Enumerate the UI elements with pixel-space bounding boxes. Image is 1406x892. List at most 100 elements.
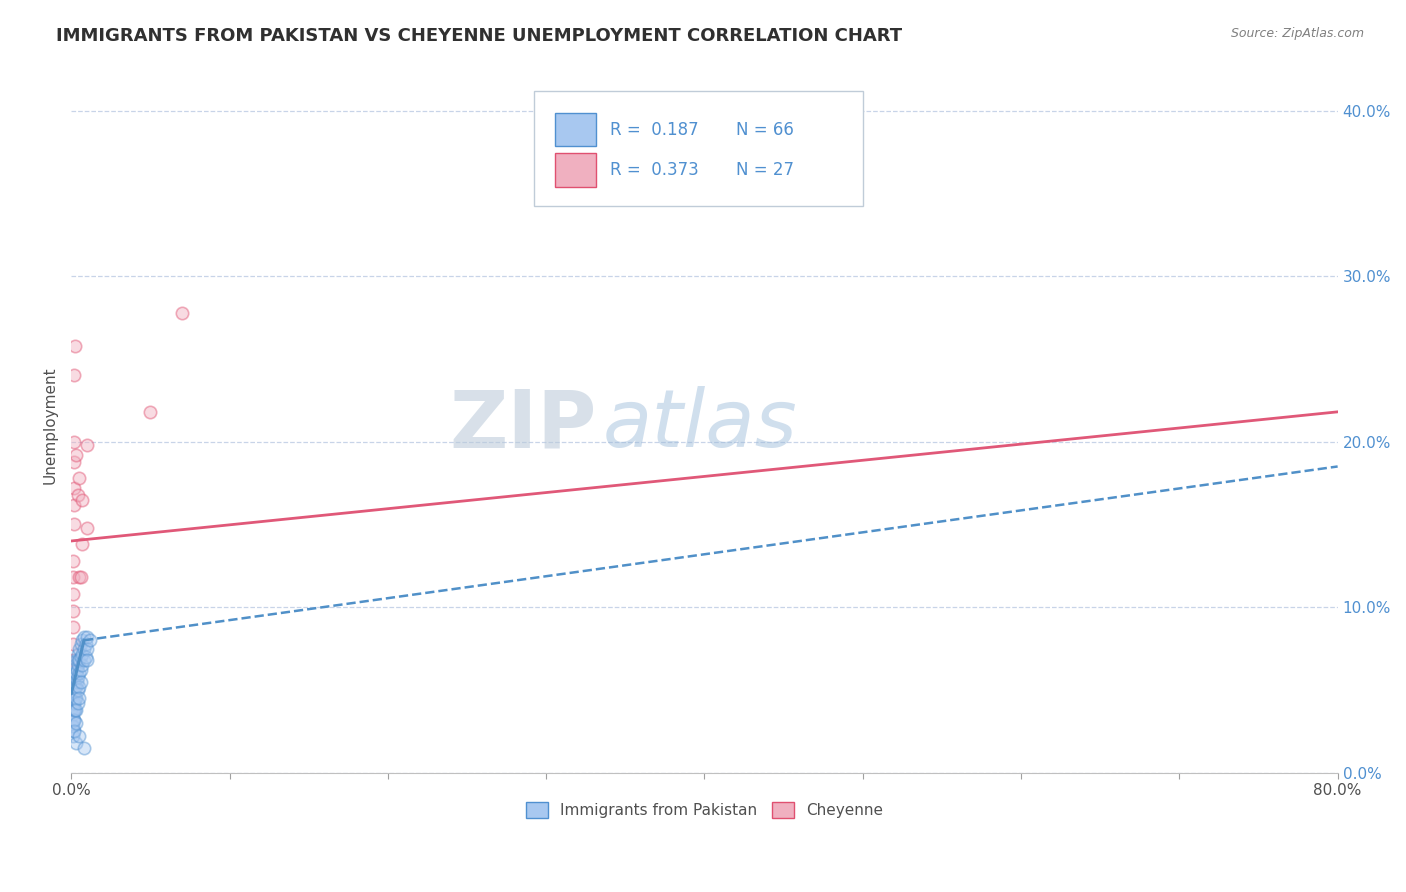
Text: R =  0.187: R = 0.187	[610, 120, 699, 138]
Point	[66, 663, 89, 677]
Point	[76, 438, 98, 452]
Point	[73, 740, 96, 755]
Point	[67, 680, 90, 694]
Point	[72, 647, 94, 661]
Point	[66, 683, 89, 698]
Point	[60, 719, 83, 733]
Point	[63, 713, 86, 727]
Point	[62, 729, 84, 743]
Point	[72, 492, 94, 507]
Point	[65, 338, 87, 352]
Point	[62, 686, 84, 700]
Point	[60, 696, 83, 710]
Point	[65, 691, 87, 706]
Point	[62, 713, 84, 727]
Point	[62, 703, 84, 717]
FancyBboxPatch shape	[555, 153, 596, 186]
Point	[172, 305, 194, 319]
Point	[69, 663, 91, 677]
Point	[67, 691, 90, 706]
Point	[60, 686, 83, 700]
Point	[67, 729, 90, 743]
Point	[67, 641, 90, 656]
Point	[67, 570, 90, 584]
Point	[60, 703, 83, 717]
Point	[66, 647, 89, 661]
Point	[63, 666, 86, 681]
Point	[62, 620, 84, 634]
Point	[63, 724, 86, 739]
Point	[63, 674, 86, 689]
Point	[63, 696, 86, 710]
Point	[62, 653, 84, 667]
Point	[63, 368, 86, 383]
Text: Source: ZipAtlas.com: Source: ZipAtlas.com	[1230, 27, 1364, 40]
Point	[73, 630, 96, 644]
Y-axis label: Unemployment: Unemployment	[44, 367, 58, 483]
Point	[65, 691, 87, 706]
Point	[62, 713, 84, 727]
Point	[67, 653, 90, 667]
Point	[63, 454, 86, 468]
Point	[62, 570, 84, 584]
Point	[62, 674, 84, 689]
Text: R =  0.373: R = 0.373	[610, 161, 699, 179]
Point	[75, 649, 97, 664]
Point	[62, 603, 84, 617]
Point	[65, 736, 87, 750]
Point	[65, 680, 87, 694]
Point	[65, 666, 87, 681]
Point	[66, 670, 89, 684]
Point	[63, 434, 86, 449]
Point	[62, 637, 84, 651]
Text: ZIP: ZIP	[450, 386, 596, 464]
Point	[65, 703, 87, 717]
Point	[139, 405, 162, 419]
FancyBboxPatch shape	[555, 113, 596, 146]
FancyBboxPatch shape	[533, 91, 863, 206]
Point	[65, 448, 87, 462]
Point	[66, 488, 89, 502]
Point	[62, 517, 84, 532]
Text: N = 66: N = 66	[737, 120, 794, 138]
Point	[60, 707, 83, 722]
Point	[65, 703, 87, 717]
Text: atlas: atlas	[603, 386, 799, 464]
Point	[67, 653, 90, 667]
Text: N = 27: N = 27	[737, 161, 794, 179]
Point	[67, 666, 90, 681]
Point	[72, 537, 94, 551]
Point	[76, 521, 98, 535]
Point	[65, 716, 87, 731]
Point	[69, 649, 91, 664]
Point	[62, 696, 84, 710]
Point	[76, 641, 98, 656]
Point	[69, 570, 91, 584]
Point	[75, 637, 97, 651]
Point	[72, 658, 94, 673]
Point	[73, 653, 96, 667]
Point	[73, 641, 96, 656]
Point	[65, 653, 87, 667]
Point	[62, 719, 84, 733]
Point	[63, 498, 86, 512]
Point	[62, 724, 84, 739]
Point	[62, 703, 84, 717]
Point	[72, 633, 94, 648]
Point	[66, 658, 89, 673]
Text: IMMIGRANTS FROM PAKISTAN VS CHEYENNE UNEMPLOYMENT CORRELATION CHART: IMMIGRANTS FROM PAKISTAN VS CHEYENNE UNE…	[56, 27, 903, 45]
Legend: Immigrants from Pakistan, Cheyenne: Immigrants from Pakistan, Cheyenne	[520, 796, 889, 824]
Point	[62, 686, 84, 700]
Point	[65, 670, 87, 684]
Point	[69, 637, 91, 651]
Point	[65, 680, 87, 694]
Point	[66, 696, 89, 710]
Point	[62, 554, 84, 568]
Point	[65, 658, 87, 673]
Point	[63, 481, 86, 495]
Point	[79, 633, 101, 648]
Point	[60, 703, 83, 717]
Point	[62, 587, 84, 601]
Point	[76, 630, 98, 644]
Point	[76, 653, 98, 667]
